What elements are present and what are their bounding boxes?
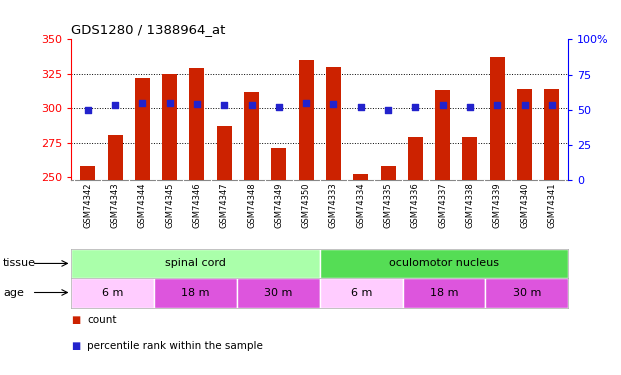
Text: GSM74344: GSM74344 — [138, 182, 147, 228]
Text: percentile rank within the sample: percentile rank within the sample — [87, 341, 263, 351]
Text: tissue: tissue — [3, 258, 36, 268]
Text: 30 m: 30 m — [512, 288, 541, 297]
Bar — [154, 278, 237, 308]
Bar — [135, 78, 150, 180]
Bar — [189, 68, 204, 180]
Text: GSM74339: GSM74339 — [492, 182, 502, 228]
Bar — [320, 249, 568, 278]
Bar — [162, 74, 177, 180]
Point — [137, 100, 147, 106]
Bar — [271, 148, 286, 180]
Text: GSM74345: GSM74345 — [165, 182, 174, 228]
Text: age: age — [3, 288, 24, 297]
Bar — [320, 278, 402, 308]
Point — [110, 102, 120, 108]
Text: GSM74348: GSM74348 — [247, 182, 256, 228]
Text: GSM74333: GSM74333 — [329, 182, 338, 228]
Bar — [408, 137, 423, 180]
Bar — [80, 166, 95, 180]
Text: count: count — [87, 315, 117, 325]
Bar — [237, 278, 320, 308]
Text: GSM74341: GSM74341 — [547, 182, 556, 228]
Text: ■: ■ — [71, 341, 81, 351]
Text: GSM74336: GSM74336 — [411, 182, 420, 228]
Text: GDS1280 / 1388964_at: GDS1280 / 1388964_at — [71, 22, 226, 36]
Point — [329, 101, 338, 107]
Point — [547, 102, 557, 108]
Text: GSM74347: GSM74347 — [220, 182, 229, 228]
Text: GSM74342: GSM74342 — [83, 182, 93, 228]
Point — [492, 102, 502, 108]
Text: ■: ■ — [71, 315, 81, 325]
Point — [219, 102, 229, 108]
Point — [247, 102, 256, 108]
Point — [465, 104, 475, 110]
Text: GSM74346: GSM74346 — [193, 182, 201, 228]
Text: GSM74334: GSM74334 — [356, 182, 365, 228]
Bar — [381, 166, 396, 180]
Text: oculomotor nucleus: oculomotor nucleus — [389, 258, 499, 268]
Text: GSM74335: GSM74335 — [384, 182, 392, 228]
Text: GSM74343: GSM74343 — [111, 182, 120, 228]
Bar — [244, 92, 259, 180]
Point — [410, 104, 420, 110]
Text: GSM74338: GSM74338 — [466, 182, 474, 228]
Bar — [486, 278, 568, 308]
Text: 18 m: 18 m — [430, 288, 458, 297]
Bar — [299, 60, 314, 180]
Point — [165, 100, 175, 106]
Bar — [545, 89, 560, 180]
Text: 6 m: 6 m — [102, 288, 124, 297]
Bar — [107, 135, 122, 180]
Bar — [353, 174, 368, 180]
Bar — [71, 249, 320, 278]
Point — [356, 104, 366, 110]
Text: GSM74350: GSM74350 — [302, 182, 310, 228]
Text: 18 m: 18 m — [181, 288, 210, 297]
Point — [301, 100, 311, 106]
Point — [438, 102, 448, 108]
Point — [520, 102, 530, 108]
Text: GSM74337: GSM74337 — [438, 182, 447, 228]
Bar — [71, 278, 154, 308]
Bar — [463, 137, 478, 180]
Bar — [217, 126, 232, 180]
Point — [83, 106, 93, 112]
Point — [383, 106, 393, 112]
Bar — [402, 278, 486, 308]
Bar — [326, 67, 341, 180]
Point — [192, 101, 202, 107]
Text: GSM74349: GSM74349 — [274, 182, 283, 228]
Text: GSM74340: GSM74340 — [520, 182, 529, 228]
Bar — [435, 90, 450, 180]
Bar — [517, 89, 532, 180]
Text: 30 m: 30 m — [264, 288, 292, 297]
Text: 6 m: 6 m — [350, 288, 372, 297]
Point — [274, 104, 284, 110]
Text: spinal cord: spinal cord — [165, 258, 226, 268]
Bar — [490, 57, 505, 180]
